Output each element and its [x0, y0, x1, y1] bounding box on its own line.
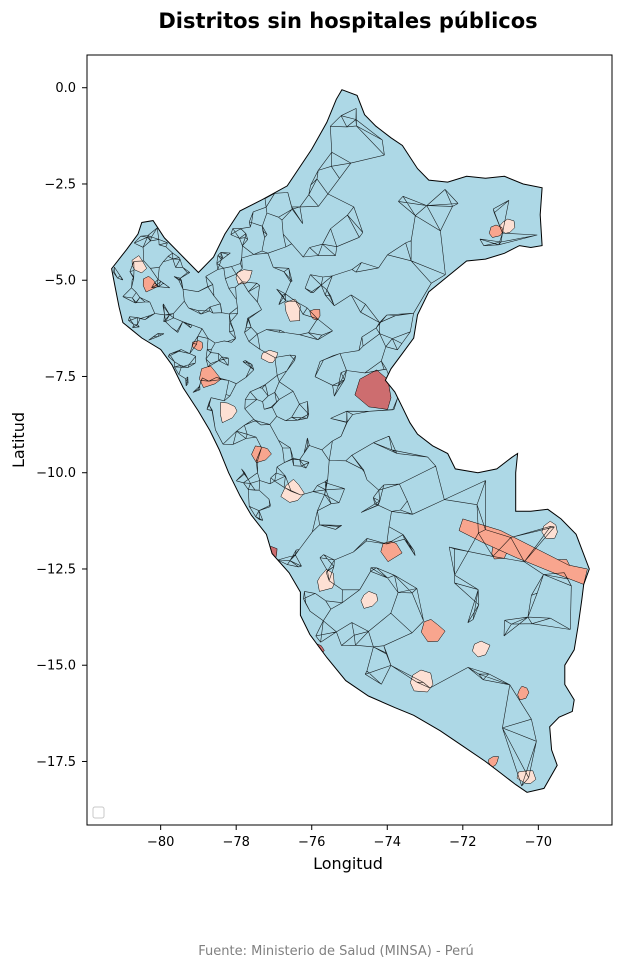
district-highlight-medium	[488, 756, 499, 768]
district-highlight-light	[472, 640, 491, 658]
y-axis-ticks: 0.0 −2.5 −5.0 −7.5 −10.0 −12.5 −15.0 −17.5	[36, 81, 87, 770]
y-tick-label: −7.5	[44, 370, 76, 385]
district-highlight-light	[360, 591, 378, 609]
district-highlight-light	[260, 349, 279, 363]
x-tick-label: −78	[222, 835, 249, 850]
district-highlight-dark	[262, 546, 278, 562]
district-highlight-medium	[142, 276, 158, 293]
y-tick-label: 0.0	[55, 81, 76, 96]
district-highlight-medium	[488, 224, 504, 238]
district-highlight-light	[541, 520, 558, 539]
plot-frame	[86, 54, 613, 826]
district-highlight-medium	[199, 365, 222, 388]
district-highlight-medium	[517, 685, 530, 701]
y-tick-label: −15.0	[36, 659, 76, 674]
district-highlight-light	[131, 255, 148, 274]
y-tick-label: −12.5	[36, 562, 76, 577]
x-tick-label: −70	[525, 835, 552, 850]
district-highlight-light	[284, 298, 301, 322]
country-fill	[111, 89, 590, 793]
country-outline	[111, 89, 590, 793]
map-layer	[111, 89, 590, 793]
y-axis-label: Latitud	[9, 412, 28, 468]
district-highlight-medium	[380, 541, 403, 563]
district-highlight-medium	[421, 619, 446, 643]
x-tick-label: −76	[298, 835, 325, 850]
district-highlight-medium	[251, 445, 272, 463]
district-highlight-light	[280, 478, 305, 503]
x-tick-label: −72	[449, 835, 476, 850]
x-tick-label: −74	[374, 835, 401, 850]
district-highlight-light	[235, 269, 253, 285]
source-caption: Fuente: Ministerio de Salud (MINSA) - Pe…	[198, 944, 474, 959]
district-highlight-light	[337, 695, 360, 715]
district-highlight-light	[317, 568, 335, 592]
x-tick-label: −80	[147, 835, 174, 850]
district-boundaries	[113, 108, 572, 787]
y-tick-label: −2.5	[44, 177, 76, 192]
x-axis-ticks: −80 −78 −76 −74 −72 −70	[147, 825, 552, 850]
district-highlight-medium	[239, 524, 263, 542]
y-tick-label: −5.0	[44, 274, 76, 289]
chart-title: Distritos sin hospitales públicos	[158, 9, 537, 33]
district-highlight-light	[516, 770, 537, 784]
y-tick-label: −17.5	[36, 755, 76, 770]
district-highlight-medium	[191, 340, 203, 351]
district-highlight-light	[220, 402, 238, 424]
y-tick-label: −10.0	[36, 466, 76, 481]
legend-box	[92, 806, 105, 819]
x-axis-label: Longitud	[313, 854, 383, 873]
